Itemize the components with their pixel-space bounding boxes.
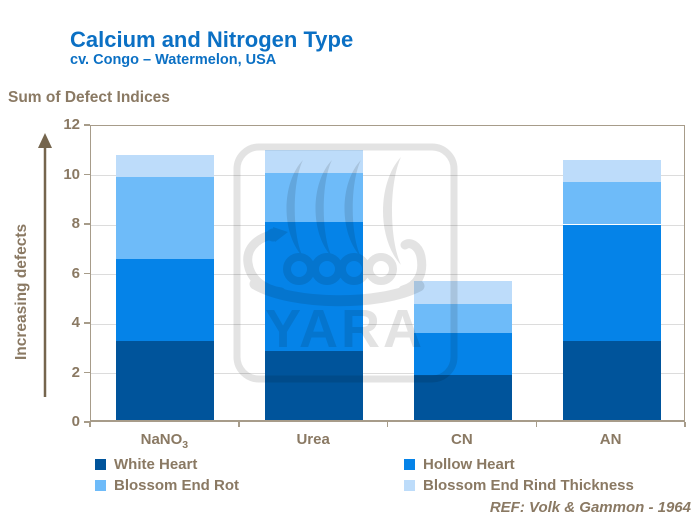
bar-segment-cn-blossom-end-rot xyxy=(413,303,512,334)
bar-segment-an-blossom-end-rind-thickness xyxy=(562,160,661,183)
x-category-label-urea: Urea xyxy=(296,431,330,448)
y-tick-label: 4 xyxy=(71,314,80,331)
x-tick-mark xyxy=(535,422,537,427)
y-tick-mark xyxy=(84,322,90,324)
legend-label: Blossom End Rot xyxy=(114,477,240,494)
bar-segment-an-hollow-heart xyxy=(562,224,661,341)
y-tick-mark xyxy=(84,421,90,423)
legend-swatch xyxy=(404,459,415,470)
bar-segment-urea-white-heart xyxy=(265,350,364,420)
page-subtitle: cv. Congo – Watermelon, USA xyxy=(70,52,277,68)
y-tick-mark xyxy=(84,173,90,176)
y-tick-label: 12 xyxy=(63,116,80,133)
y-tick-label: 6 xyxy=(71,264,80,282)
legend-item-blossom-end-rot: Blossom End Rot xyxy=(95,475,404,496)
plot-area xyxy=(90,125,685,422)
x-tick-mark xyxy=(386,422,389,427)
x-tick-mark xyxy=(238,422,240,427)
y-tick-mark xyxy=(84,223,90,225)
increasing-defects-arrow-icon xyxy=(38,133,52,397)
legend-item-hollow-heart: Hollow Heart xyxy=(404,454,634,475)
y-tick-mark xyxy=(84,371,90,374)
legend-swatch xyxy=(404,480,415,491)
x-category-label-cn: CN xyxy=(451,431,473,448)
bar-segment-nano3-white-heart xyxy=(116,340,215,420)
y-axis-arrow-label: Increasing defects xyxy=(13,223,30,361)
bar-segment-nano3-blossom-end-rot xyxy=(116,177,215,260)
y-tick-label: 8 xyxy=(71,215,80,232)
bar-segment-an-white-heart xyxy=(562,340,661,420)
bar-segment-urea-hollow-heart xyxy=(265,222,364,351)
legend-label: Hollow Heart xyxy=(423,456,515,473)
bar-segment-an-blossom-end-rot xyxy=(562,182,661,225)
legend-label: Blossom End Rind Thickness xyxy=(423,477,634,494)
bar-segment-nano3-blossom-end-rind-thickness xyxy=(116,155,215,178)
chart-legend: White Heart Hollow Heart Blossom End Rot Bl… xyxy=(95,454,634,496)
bar-segment-cn-hollow-heart xyxy=(413,333,512,376)
y-tick-label: 0 xyxy=(71,413,80,430)
legend-swatch xyxy=(95,480,106,491)
bar-segment-urea-blossom-end-rind-thickness xyxy=(265,150,364,173)
bar-segment-nano3-hollow-heart xyxy=(116,259,215,341)
reference-note: REF: Volk & Gammon - 1964 xyxy=(489,499,691,516)
bar-segment-cn-white-heart xyxy=(413,375,512,420)
x-tick-mark xyxy=(684,422,686,427)
page-title: Calcium and Nitrogen Type xyxy=(70,27,354,52)
legend-swatch xyxy=(95,459,106,470)
x-tick-mark xyxy=(89,422,91,427)
bar-segment-urea-blossom-end-rot xyxy=(265,172,364,222)
y-tick-label: 2 xyxy=(71,363,80,381)
x-category-label-an: AN xyxy=(599,431,622,448)
legend-label: White Heart xyxy=(114,456,198,473)
y-tick-label: 10 xyxy=(63,165,80,183)
legend-item-blossom-end-rind-thickness: Blossom End Rind Thickness xyxy=(404,475,634,496)
y-tick-mark xyxy=(84,124,90,126)
x-category-label-nano3: NaNO3 xyxy=(140,431,189,451)
bar-segment-cn-blossom-end-rind-thickness xyxy=(413,281,512,304)
legend-item-white-heart: White Heart xyxy=(95,454,404,475)
y-axis-title: Sum of Defect Indices xyxy=(8,89,170,106)
y-tick-mark xyxy=(84,272,90,275)
